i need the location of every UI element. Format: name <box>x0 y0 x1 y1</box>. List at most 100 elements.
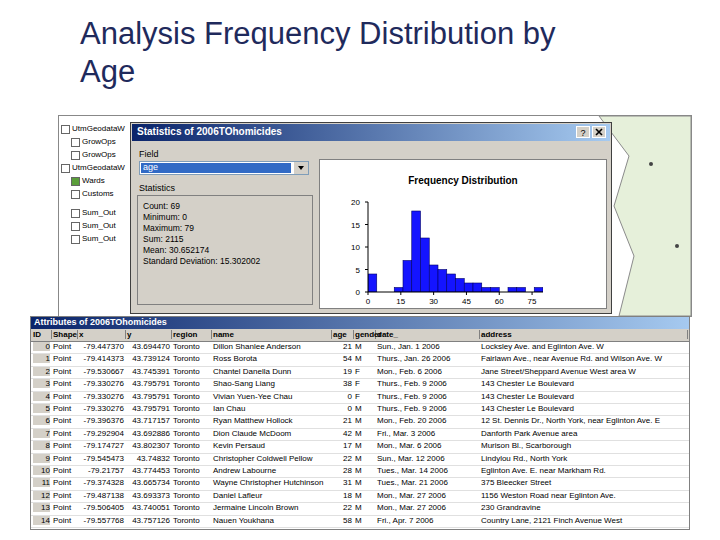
histogram-bar <box>429 265 438 292</box>
stat-label: Maximum: <box>143 223 182 233</box>
column-header: name <box>213 330 332 339</box>
table-cell: M <box>355 429 374 438</box>
table-cell: 13 <box>33 503 50 512</box>
help-button[interactable]: ? <box>576 126 590 138</box>
table-cell: Vivian Yuen-Yee Chau <box>213 392 330 401</box>
row-rule <box>31 403 690 404</box>
table-cell: 43.694470 <box>127 342 170 351</box>
table-cell: Tues., Mar. 14 2006 <box>377 466 478 475</box>
row-rule <box>31 453 690 454</box>
tree-icon <box>61 125 70 134</box>
table-cell: -79.330276 <box>79 392 124 401</box>
table-cell: Toronto <box>173 516 210 525</box>
table-cell: 143 Chester Le Boulevard <box>481 404 686 413</box>
table-cell: Toronto <box>173 404 210 413</box>
x-tick <box>433 292 434 295</box>
table-cell: Mon., Mar. 27 2006 <box>377 491 478 500</box>
table-cell: 43.757126 <box>127 516 170 525</box>
row-rule <box>31 378 690 379</box>
field-label: Field <box>139 149 159 159</box>
table-cell: 21 <box>333 416 352 425</box>
table-cell: 43.693373 <box>127 491 170 500</box>
x-tick-label: 45 <box>462 297 471 306</box>
table-cell: Toronto <box>173 441 210 450</box>
field-dropdown[interactable]: age <box>139 161 309 175</box>
table-cell: Ian Chau <box>213 404 330 413</box>
column-header: address <box>481 330 688 339</box>
table-cell: Andrew Labourne <box>213 466 330 475</box>
table-cell: 31 <box>333 478 352 487</box>
stat-label: Sum: <box>143 234 163 244</box>
table-cell: Dion Claude McDoom <box>213 429 330 438</box>
stat-row: Minimum: 0 <box>143 212 187 222</box>
histogram: Frequency Distribution051015200153045607… <box>320 160 606 308</box>
table-cell: 6 <box>33 416 50 425</box>
stat-row: Sum: 2115 <box>143 234 184 244</box>
table-cell: -79.330276 <box>79 404 124 413</box>
table-cell: Country Lane, 2121 Finch Avenue West <box>481 516 686 525</box>
table-cell: Point <box>53 342 76 351</box>
table-cell: 143 Chester Le Boulevard <box>481 392 686 401</box>
table-cell: Nauen Youkhana <box>213 516 330 525</box>
histogram-bar <box>394 288 403 293</box>
table-cell: M <box>355 478 374 487</box>
table-cell: Christopher Coldwell Pellow <box>213 454 330 463</box>
table-cell: M <box>355 342 374 351</box>
table-cell: Fri., Apr. 7 2006 <box>377 516 478 525</box>
x-tick-label: 15 <box>396 297 405 306</box>
table-cell: Point <box>53 416 76 425</box>
table-cell: Point <box>53 516 76 525</box>
table-titlebar: Attributes of 2006TOhomicides <box>31 317 690 329</box>
histogram-bar <box>534 288 543 293</box>
table-cell: Dillon Shanlee Anderson <box>213 342 330 351</box>
table-cell: Thurs., Feb. 9 2006 <box>377 392 478 401</box>
table-cell: M <box>355 503 374 512</box>
table-cell: Chantel Danella Dunn <box>213 367 330 376</box>
table-cell: Point <box>53 404 76 413</box>
table-cell: 375 Bleecker Street <box>481 478 686 487</box>
table-cell: Fri., Mar. 3 2006 <box>377 429 478 438</box>
stat-label: Minimum: <box>143 212 180 222</box>
x-axis <box>368 292 543 293</box>
table-cell: 0 <box>333 392 352 401</box>
close-cross <box>596 129 602 135</box>
table-cell: -79.21757 <box>79 466 124 475</box>
table-cell: Ross Borota <box>213 354 330 363</box>
table-cell: -79.545473 <box>79 454 124 463</box>
table-cell: Sun., Jan. 1 2006 <box>377 342 478 351</box>
table-cell: Point <box>53 503 76 512</box>
row-rule <box>31 353 690 354</box>
table-cell: Ryan Matthew Hollock <box>213 416 330 425</box>
table-cell: Toronto <box>173 503 210 512</box>
column-header: gender <box>355 330 376 339</box>
statistics-label: Statistics <box>139 183 175 193</box>
tree-item: Sum_Out <box>82 208 116 217</box>
histogram-bar <box>368 274 377 292</box>
table-cell: 12 <box>33 491 50 500</box>
stat-value: 30.652174 <box>169 245 209 255</box>
close-button[interactable] <box>592 126 606 138</box>
table-cell: M <box>355 491 374 500</box>
table-cell: 7 <box>33 429 50 438</box>
table-cell: 28 <box>333 466 352 475</box>
table-cell: Toronto <box>173 342 210 351</box>
table-cell: -79.530667 <box>79 367 124 376</box>
table-cell: Toronto <box>173 429 210 438</box>
table-cell: 12 St. Dennis Dr., North York, near Egli… <box>481 416 686 425</box>
table-cell: 43.795791 <box>127 404 170 413</box>
table-cell: Point <box>53 429 76 438</box>
statistics-dialog: Statistics of 2006TOhomicides?FieldageSt… <box>130 122 612 314</box>
table-cell: 19 <box>333 367 352 376</box>
table-cell: -79.557768 <box>79 516 124 525</box>
row-rule <box>31 527 690 528</box>
close-icon <box>593 127 605 137</box>
y-tick <box>365 247 368 248</box>
table-cell: 43.745391 <box>127 367 170 376</box>
tree-item: Sum_Out <box>82 221 116 230</box>
x-tick-label: 60 <box>495 297 504 306</box>
table-cell: M <box>355 516 374 525</box>
table-cell: 22 <box>333 503 352 512</box>
table-cell: 21 <box>333 342 352 351</box>
table-cell: Point <box>53 478 76 487</box>
histogram-bar <box>447 274 456 292</box>
